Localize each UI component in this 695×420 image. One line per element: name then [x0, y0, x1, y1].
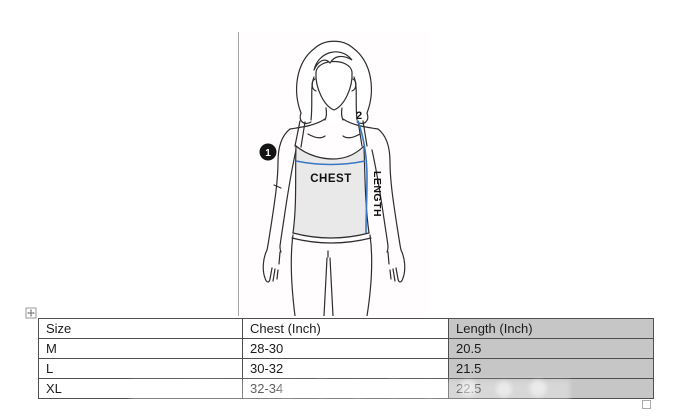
hip-right: [366, 234, 373, 316]
header-chest[interactable]: Chest (Inch): [242, 318, 449, 339]
marker-1-badge: [259, 143, 277, 161]
chest-measure-line: [295, 160, 366, 166]
hand-left: [269, 251, 281, 282]
header-length[interactable]: Length (Inch): [448, 318, 654, 339]
cell-size-m[interactable]: M: [38, 338, 243, 359]
cell-chest-l[interactable]: 30-32: [242, 358, 449, 379]
size-guide-figure: CHEST LENGTH 2 1: [238, 32, 430, 316]
size-guide-illustration: CHEST LENGTH 2 1: [238, 32, 430, 316]
arm-left-outer: [262, 128, 291, 283]
collarbone-right: [342, 133, 361, 139]
tank-top-hem: [291, 237, 372, 244]
ear-right: [351, 78, 357, 92]
tank-top-bodice: [292, 144, 370, 239]
cell-chest-xl[interactable]: 32-34: [242, 378, 449, 399]
inseam-lines: [323, 250, 334, 316]
table-header-row: Size Chest (Inch) Length (Inch): [38, 318, 654, 339]
table-row-xl: XL 32-34 22.5: [38, 378, 654, 399]
ear-left: [311, 78, 317, 92]
table-move-handle-icon[interactable]: [25, 306, 37, 319]
hair-fringe: [313, 51, 353, 71]
measurement-overlay: CHEST LENGTH 2 1: [259, 110, 383, 234]
woman-outline-drawing: [262, 40, 406, 316]
length-measure-line: [357, 120, 368, 234]
cell-length-xl[interactable]: 22.5: [448, 378, 654, 399]
hip-left: [290, 234, 296, 316]
face: [315, 60, 353, 111]
shoulder-left: [289, 118, 326, 130]
table-row-m: M 28-30 20.5: [38, 338, 654, 359]
table-resize-handle-icon[interactable]: [642, 400, 651, 409]
arm-right-outer: [377, 128, 406, 283]
cell-size-l[interactable]: L: [38, 358, 243, 379]
strap-left: [294, 120, 306, 148]
marker-1-label: 1: [265, 148, 271, 159]
elbow-crease-left: [273, 184, 282, 189]
chest-label: CHEST: [310, 173, 351, 185]
length-label: LENGTH: [371, 171, 383, 217]
arm-right-inner: [371, 149, 389, 253]
marker-2-label: 2: [356, 110, 362, 122]
header-size[interactable]: Size: [38, 318, 243, 339]
table-row-l: L 30-32 21.5: [38, 358, 654, 379]
arm-left-inner: [279, 149, 297, 253]
cell-length-l[interactable]: 21.5: [448, 358, 654, 379]
collarbone-left: [307, 133, 326, 139]
cell-chest-m[interactable]: 28-30: [242, 338, 449, 359]
cell-length-m[interactable]: 20.5: [448, 338, 654, 359]
cell-size-xl[interactable]: XL: [38, 378, 243, 399]
size-chart-table: Size Chest (Inch) Length (Inch) M 28-30 …: [38, 318, 654, 399]
hand-right: [387, 251, 399, 282]
